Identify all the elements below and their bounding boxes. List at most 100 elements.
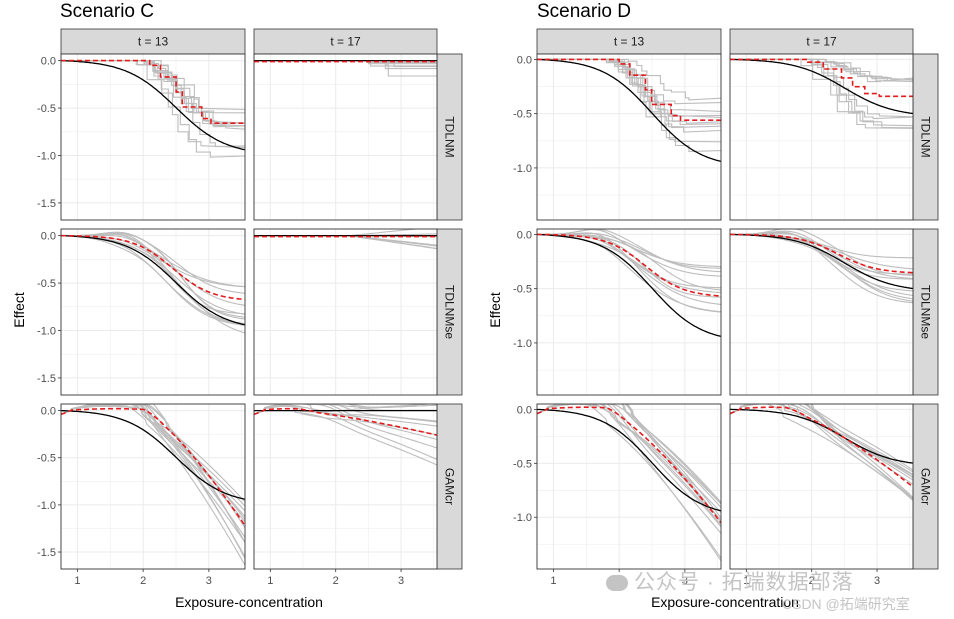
sample-curve bbox=[537, 404, 721, 519]
sample-curve bbox=[61, 60, 245, 114]
facet-panel bbox=[60, 228, 246, 396]
panel-border bbox=[729, 228, 914, 396]
row-strip bbox=[436, 228, 463, 396]
panel-series bbox=[730, 58, 913, 129]
panel-series bbox=[61, 404, 245, 566]
facet-panel bbox=[253, 228, 438, 396]
column-strip-label: t = 17 bbox=[330, 35, 361, 49]
panel-border bbox=[60, 228, 246, 396]
gridlines bbox=[730, 404, 913, 569]
x-tick-label: 2 bbox=[140, 575, 146, 587]
scenario-c: Scenario C t = 13 t = 17 TDLNM TDLNMse GAMc… bbox=[11, 1, 463, 610]
sample-curve bbox=[730, 58, 913, 129]
column-strip-label: t = 13 bbox=[614, 35, 645, 49]
y-tick-label: -1.0 bbox=[37, 325, 56, 337]
gridlines bbox=[537, 404, 721, 569]
y-tick-label: -0.5 bbox=[37, 103, 56, 115]
x-tick-label: 3 bbox=[206, 575, 212, 587]
x-tick-label: 3 bbox=[398, 575, 404, 587]
sample-curve bbox=[61, 404, 245, 543]
sample-curve bbox=[730, 233, 913, 292]
panel-border bbox=[253, 228, 438, 396]
y-tick-label: -1.0 bbox=[513, 338, 532, 350]
y-tick-label: -0.5 bbox=[513, 284, 532, 296]
panel-series bbox=[61, 59, 245, 158]
y-tick-label: -0.5 bbox=[37, 453, 56, 465]
sample-curve bbox=[730, 58, 913, 83]
wechat-icon bbox=[606, 575, 628, 591]
true-effect-curve bbox=[61, 409, 245, 500]
sample-curve bbox=[537, 404, 721, 562]
sample-curve bbox=[61, 235, 245, 288]
y-tick-label: 0.0 bbox=[41, 56, 56, 68]
panel-border bbox=[253, 53, 438, 221]
mean-estimate-curve bbox=[61, 234, 245, 301]
y-tick-label: -1.5 bbox=[37, 547, 56, 559]
sample-curve bbox=[61, 235, 245, 288]
y-tick-label: 0.0 bbox=[517, 229, 532, 241]
sample-curve bbox=[254, 404, 437, 440]
sample-curve bbox=[537, 58, 721, 133]
panel-border bbox=[60, 53, 246, 221]
y-tick-label: -0.5 bbox=[37, 278, 56, 290]
panel-border bbox=[60, 403, 246, 570]
panel-series bbox=[537, 229, 721, 338]
true-effect-curve bbox=[537, 408, 721, 512]
watermark-sub: CSDN @拓端研究室 bbox=[782, 596, 910, 612]
panel-series bbox=[730, 229, 913, 304]
facet-panel bbox=[60, 403, 246, 570]
true-effect-curve bbox=[61, 234, 245, 326]
sample-curve bbox=[537, 232, 721, 273]
x-tick-label: 1 bbox=[743, 575, 749, 587]
true-effect-curve bbox=[730, 58, 913, 115]
true-effect-curve bbox=[730, 233, 913, 290]
x-tick-label: 2 bbox=[333, 575, 339, 587]
x-tick-label: 1 bbox=[74, 575, 80, 587]
y-tick-label: -1.0 bbox=[37, 500, 56, 512]
panel-border bbox=[729, 403, 914, 570]
panel-series bbox=[254, 59, 437, 77]
sample-curve bbox=[730, 58, 913, 129]
panel-background bbox=[254, 404, 437, 569]
mean-estimate-curve bbox=[61, 407, 245, 527]
y-tick-label: 0.0 bbox=[517, 404, 532, 416]
sample-curve bbox=[61, 60, 245, 158]
facet-panel bbox=[253, 403, 438, 570]
facet-panel bbox=[729, 228, 914, 396]
panel-background bbox=[730, 54, 913, 220]
scenario-d-y-axis-title: Effect bbox=[487, 292, 503, 328]
facet-panel bbox=[536, 403, 722, 570]
scenario-d: Scenario D t = 13 t = 17 TDLNM TDLNMse GAMc… bbox=[487, 1, 939, 610]
sample-curve bbox=[730, 58, 913, 120]
panel-border bbox=[536, 403, 722, 570]
panel-series bbox=[537, 58, 721, 163]
row-strip bbox=[436, 53, 463, 221]
sample-curve bbox=[730, 58, 913, 81]
panel-series bbox=[537, 404, 721, 562]
panel-series bbox=[254, 229, 437, 250]
row-strip-label: TDLNM bbox=[443, 116, 457, 157]
scenario-d-row-strips: TDLNM TDLNMse GAMcr bbox=[912, 53, 939, 570]
y-tick-label: -1.0 bbox=[513, 163, 532, 175]
true-effect-curve bbox=[537, 233, 721, 338]
facet-panel bbox=[60, 53, 246, 221]
row-strip bbox=[912, 53, 939, 221]
facet-panel bbox=[536, 53, 722, 221]
true-effect-curve bbox=[61, 59, 245, 151]
sample-curve bbox=[61, 60, 245, 148]
panel-border bbox=[253, 403, 438, 570]
panel-background bbox=[730, 404, 913, 569]
column-strip bbox=[253, 28, 438, 55]
scenario-d-panels bbox=[536, 53, 914, 570]
facet-panel bbox=[253, 53, 438, 221]
row-strip bbox=[436, 403, 463, 570]
mean-estimate-curve bbox=[730, 58, 913, 98]
scenario-d-x-axis-title: Exposure-concentration bbox=[651, 594, 799, 610]
y-tick-label: 0.0 bbox=[41, 231, 56, 243]
facet-panel bbox=[536, 228, 722, 396]
sample-curve bbox=[730, 229, 913, 276]
row-strip bbox=[912, 228, 939, 396]
panel-background bbox=[537, 54, 721, 220]
scenario-c-title: Scenario C bbox=[60, 1, 154, 22]
